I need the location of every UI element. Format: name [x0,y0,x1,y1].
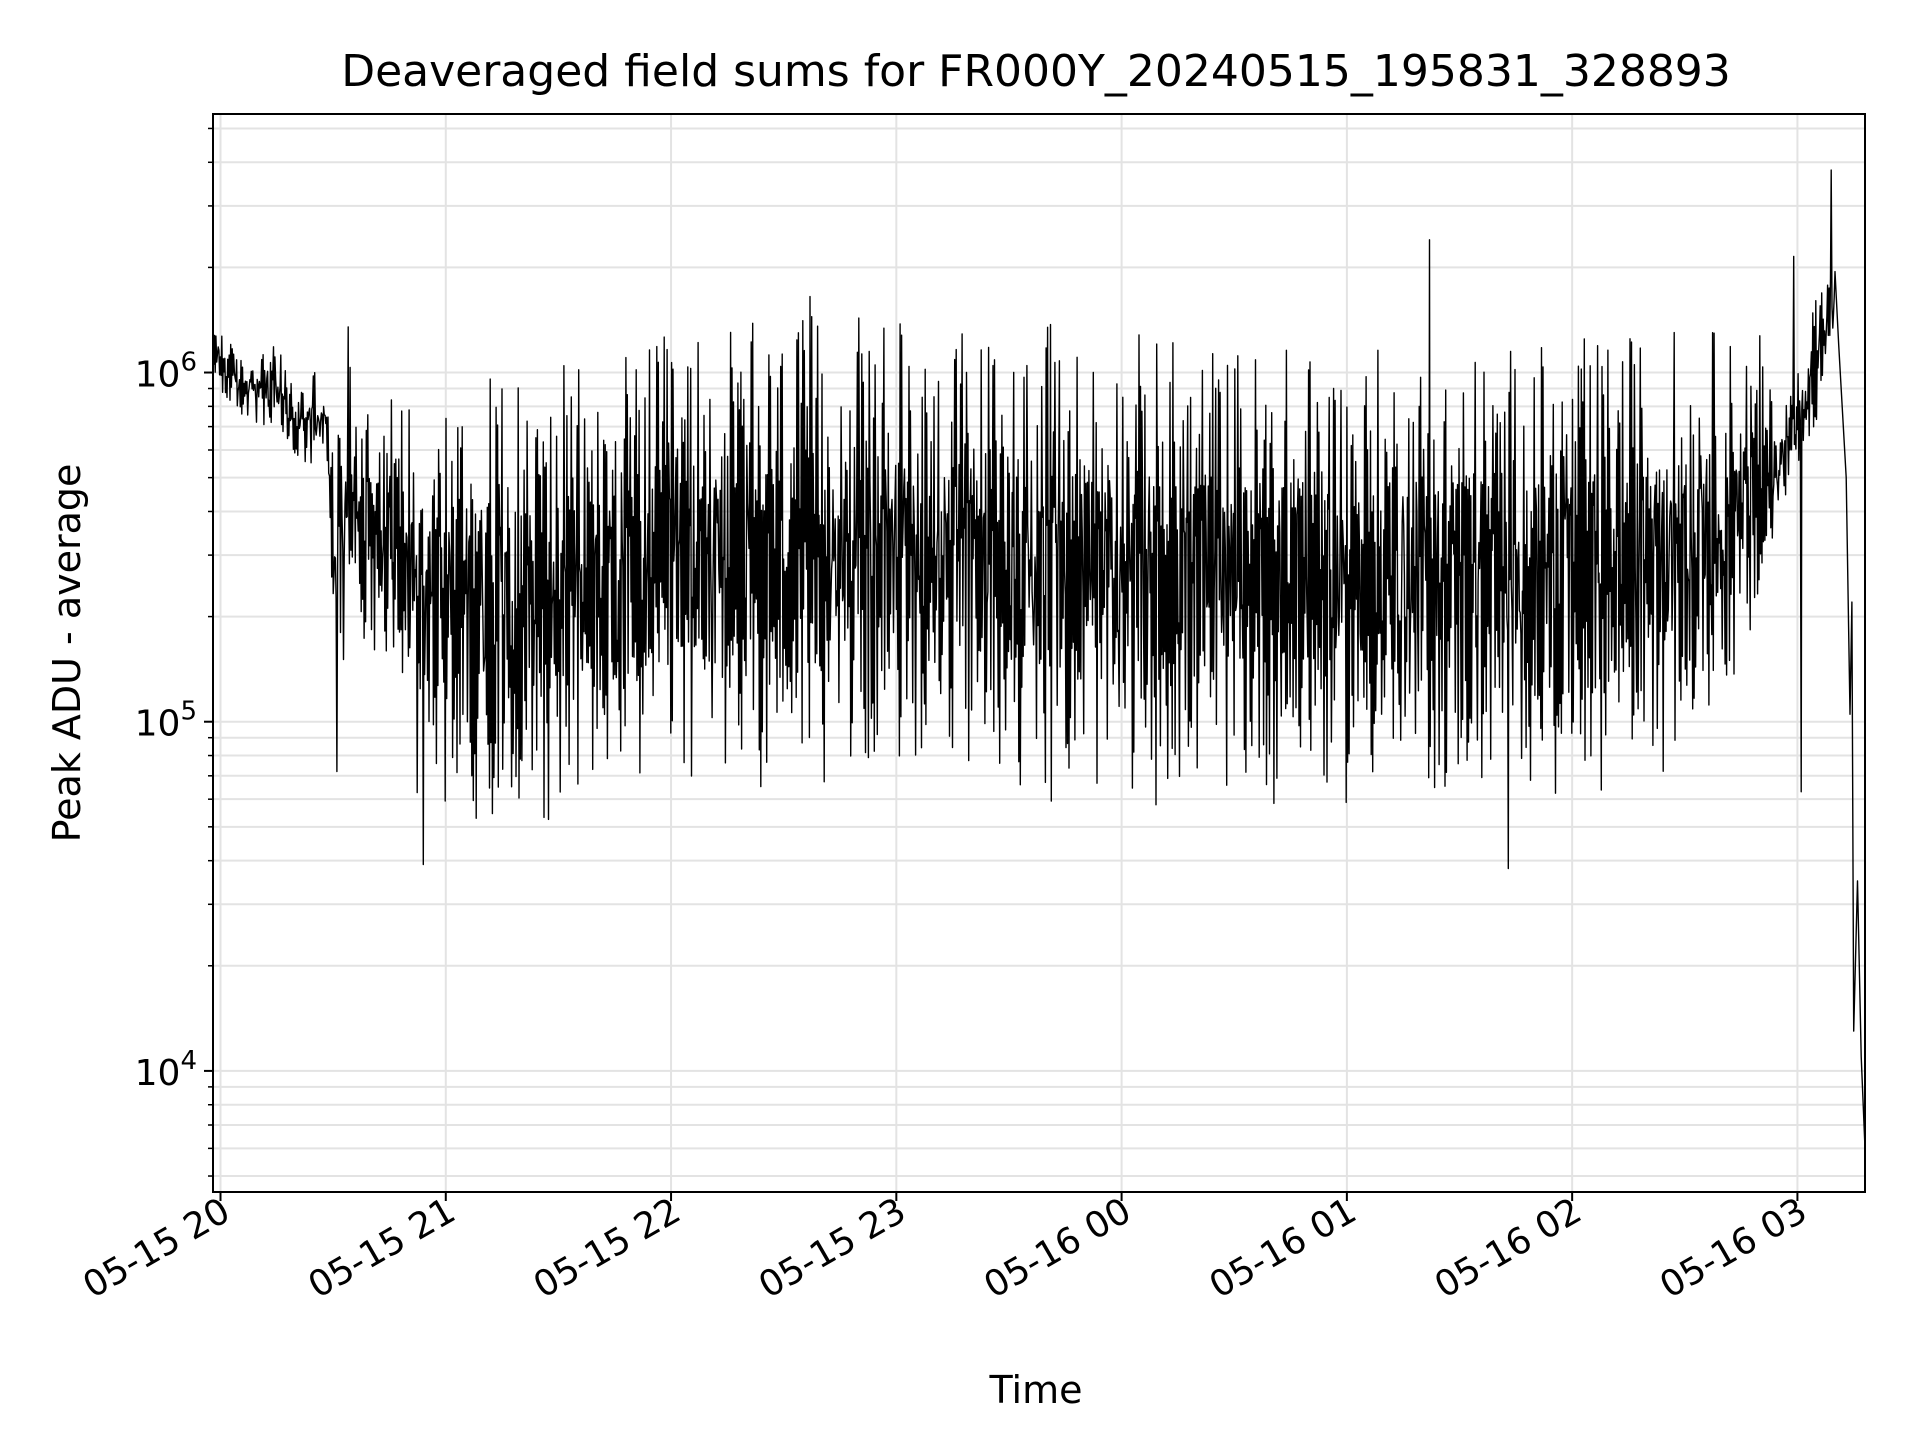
data-layer [212,169,1866,1149]
chart-title: Deaveraged field sums for FR000Y_2024051… [341,46,1731,97]
y-tick-label: 105 [135,697,197,745]
y-tick-label: 106 [135,348,197,396]
y-axis-label: Peak ADU - average [45,464,89,843]
data-series-line [212,169,1866,1149]
plot-frame [212,113,1866,1193]
x-axis-label: Time [989,1368,1083,1412]
y-tick-label: 104 [135,1046,197,1094]
